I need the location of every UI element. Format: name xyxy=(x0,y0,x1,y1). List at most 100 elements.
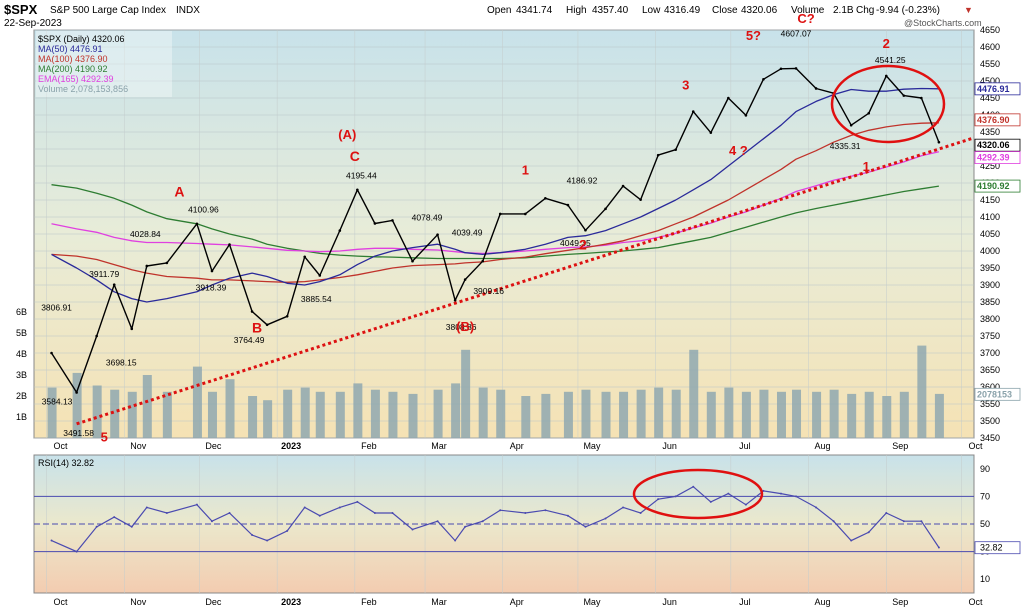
rsi-point xyxy=(937,546,940,549)
ma50-line xyxy=(51,87,939,303)
volume-bar xyxy=(759,389,769,438)
volume-bar xyxy=(741,391,751,438)
wave-label: C? xyxy=(797,11,814,26)
rsi-point xyxy=(228,511,231,514)
volume-bar xyxy=(433,389,443,438)
price-point xyxy=(709,131,713,134)
x-tick-label: Sep xyxy=(892,441,908,451)
x-tick-label: Nov xyxy=(130,441,147,451)
rsi-point xyxy=(464,525,467,528)
rsi-point xyxy=(727,492,730,495)
price-point xyxy=(318,274,322,277)
volume-bar xyxy=(812,391,822,438)
rsi-x-tick-label: Jun xyxy=(662,597,677,607)
volume-value: 2.1B xyxy=(833,5,854,16)
rsi-point xyxy=(674,495,677,498)
price-tick-label: 3900 xyxy=(980,280,1000,290)
rsi-point xyxy=(795,495,798,498)
high-value: 4357.40 xyxy=(592,5,629,16)
volume-label: Volume xyxy=(791,5,825,16)
rsi-point xyxy=(50,539,53,542)
x-tick-label: Jul xyxy=(739,441,751,451)
volume-bar xyxy=(847,393,857,438)
wave-label: 5? xyxy=(746,28,761,43)
price-point xyxy=(779,67,783,71)
x-tick-label: Mar xyxy=(431,441,447,451)
rsi-point xyxy=(544,509,547,512)
volume-bar xyxy=(601,391,611,438)
chart-marks: 4650460045504500445044004350430042504200… xyxy=(16,11,1021,607)
wave-label: A xyxy=(174,184,184,200)
legend-item-ema165: EMA(165) 4292.39 xyxy=(38,74,114,84)
price-tick-label: 4250 xyxy=(980,161,1000,171)
symbol: $SPX xyxy=(4,2,38,17)
price-tick-label: 3650 xyxy=(980,365,1000,375)
volume-bar xyxy=(521,396,531,438)
rsi-point xyxy=(130,525,133,528)
price-annotation: 3806.91 xyxy=(41,303,72,313)
volume-bar xyxy=(162,391,172,438)
volume-bars xyxy=(47,345,944,438)
price-point xyxy=(884,74,888,78)
rsi-x-tick-label: Aug xyxy=(815,597,831,607)
rsi-x-tick-label: Mar xyxy=(431,597,447,607)
rsi-point xyxy=(920,520,923,523)
rsi-point xyxy=(709,500,712,503)
price-annotation: 4607.07 xyxy=(781,29,812,39)
wave-label: (B) xyxy=(456,319,474,334)
volume-bar xyxy=(706,391,716,438)
rsi-point xyxy=(95,525,98,528)
price-tick-label: 3450 xyxy=(980,433,1000,443)
rsi-point xyxy=(266,539,269,542)
price-point xyxy=(604,207,607,211)
price-point xyxy=(95,334,98,338)
price-annotation: 4100.96 xyxy=(188,205,219,215)
price-annotation: 3909.16 xyxy=(473,286,504,296)
volume-bar xyxy=(300,387,310,438)
price-lines xyxy=(50,67,975,553)
price-point xyxy=(867,112,871,115)
volume-bar xyxy=(72,372,82,438)
rsi-point xyxy=(113,516,116,519)
price-point xyxy=(481,259,484,263)
volume-bar xyxy=(829,389,839,438)
volume-bar xyxy=(408,393,418,438)
volume-bar xyxy=(581,389,591,438)
low-label: Low xyxy=(642,5,661,16)
rsi-x-tick-label: Oct xyxy=(54,597,69,607)
price-annotation: 3584.13 xyxy=(42,396,73,406)
price-tick-label: 4100 xyxy=(980,212,1000,222)
rsi-x-tick-label: Apr xyxy=(510,597,524,607)
price-point xyxy=(373,222,377,225)
price-point xyxy=(794,67,798,70)
price-point xyxy=(145,264,149,268)
rsi-tick-label: 70 xyxy=(980,491,990,501)
rsi-point xyxy=(902,520,905,523)
volume-bar xyxy=(335,391,345,438)
rsi-x-tick-label: Oct xyxy=(968,597,983,607)
rsi-point xyxy=(303,506,306,509)
price-tick-label: 4500 xyxy=(980,76,1000,86)
volume-bar xyxy=(689,349,699,438)
price-point xyxy=(195,222,199,226)
open-value: 4341.74 xyxy=(516,5,553,16)
volume-bar xyxy=(654,387,664,438)
volume-bar xyxy=(882,396,892,438)
price-annotation: 4195.44 xyxy=(346,171,377,181)
price-tick-label: 3700 xyxy=(980,348,1000,358)
volume-bar xyxy=(110,389,120,438)
x-tick-label: Aug xyxy=(815,441,831,451)
volume-bar xyxy=(283,389,293,438)
rsi-point xyxy=(356,500,359,503)
price-tick-label: 4600 xyxy=(980,42,1000,52)
volume-bar xyxy=(934,393,944,438)
trendline xyxy=(76,136,975,426)
rsi-point xyxy=(286,529,289,532)
price-point xyxy=(285,314,289,318)
legend-item-ma50: MA(50) 4476.91 xyxy=(38,44,103,54)
rsi-point xyxy=(210,520,213,523)
price-point xyxy=(544,197,547,200)
rsi-point xyxy=(622,506,625,509)
price-annotation: 4078.49 xyxy=(412,212,443,222)
rsi-point xyxy=(832,520,835,523)
